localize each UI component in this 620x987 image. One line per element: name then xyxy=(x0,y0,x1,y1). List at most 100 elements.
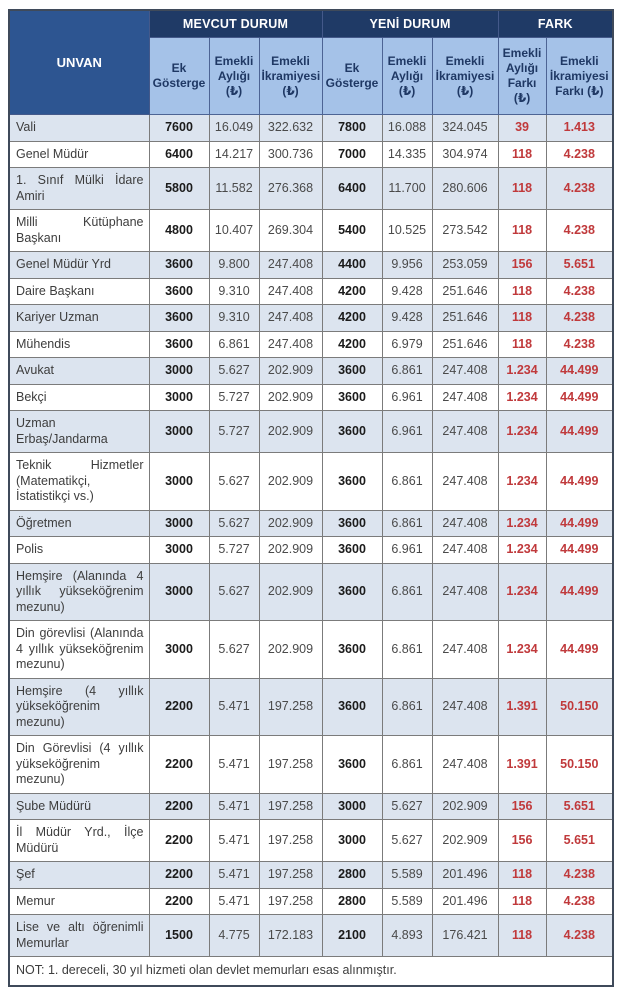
mevcut-emekli-ikramiyesi-cell: 247.408 xyxy=(258,330,323,358)
yeni-emekli-ikramiyesi-cell: 251.646 xyxy=(431,277,499,305)
yeni-ek-gosterge-cell: 3000 xyxy=(321,819,383,862)
unvan-cell: Avukat xyxy=(8,357,150,385)
table-row: Teknik Hizmetler (Matematikçi, İstatisti… xyxy=(8,452,614,511)
mevcut-emekli-ikramiyesi-cell: 202.909 xyxy=(258,357,323,385)
mevcut-emekli-ikramiyesi-cell: 269.304 xyxy=(258,209,323,252)
fark-emekli-ayligi-cell: 156 xyxy=(497,251,547,279)
mevcut-ek-gosterge-cell: 3600 xyxy=(148,277,210,305)
yeni-emekli-ikramiyesi-cell: 247.408 xyxy=(431,536,499,564)
fark-emekli-ayligi-cell: 156 xyxy=(497,792,547,820)
mevcut-ek-gosterge-cell: 3000 xyxy=(148,357,210,385)
yeni-emekli-ikramiyesi-cell: 202.909 xyxy=(431,819,499,862)
unvan-cell: İl Müdür Yrd., İlçe Müdürü xyxy=(8,819,150,862)
unvan-cell: Öğretmen xyxy=(8,509,150,537)
table-row: Bekçi 3000 5.727 202.909 3600 6.961 247.408 1.2… xyxy=(8,383,614,411)
yeni-emekli-ikramiyesi-cell: 201.496 xyxy=(431,861,499,889)
mevcut-ek-gosterge-cell: 3000 xyxy=(148,509,210,537)
fark-emekli-ayligi-cell: 1.234 xyxy=(497,562,547,621)
mevcut-ek-gosterge-cell: 2200 xyxy=(148,792,210,820)
mevcut-emekli-ayligi-cell: 4.775 xyxy=(208,914,260,957)
table-row: Din Görevlisi (4 yıllık yükseköğrenim me… xyxy=(8,735,614,794)
mevcut-emekli-ikramiyesi-cell: 247.408 xyxy=(258,304,323,332)
mevcut-emekli-ayligi-cell: 9.310 xyxy=(208,304,260,332)
fark-emekli-ayligi-cell: 1.234 xyxy=(497,620,547,679)
mevcut-emekli-ikramiyesi-cell: 202.909 xyxy=(258,383,323,411)
table-footer: NOT: 1. dereceli, 30 yıl hizmeti olan de… xyxy=(8,956,614,986)
fark-emekli-ayligi-cell: 118 xyxy=(497,140,547,168)
yeni-ek-gosterge-cell: 6400 xyxy=(321,167,383,210)
mevcut-emekli-ayligi-cell: 10.407 xyxy=(208,209,260,252)
table-row: Hemşire (4 yıllık yükseköğrenim mezunu) 2… xyxy=(8,677,614,736)
fark-emekli-ayligi-cell: 118 xyxy=(497,277,547,305)
table-row: Öğretmen 3000 5.627 202.909 3600 6.861 247.408… xyxy=(8,509,614,537)
fark-emekli-ayligi-cell: 118 xyxy=(497,330,547,358)
mevcut-ek-gosterge-cell: 3600 xyxy=(148,330,210,358)
fark-emekli-ikramiyesi-cell: 44.499 xyxy=(545,562,614,621)
salary-comparison-table: UNVAN MEVCUT DURUM YENİ DURUM FARK Ek Gö… xyxy=(8,9,615,987)
mevcut-emekli-ikramiyesi-cell: 300.736 xyxy=(258,140,323,168)
yeni-ek-gosterge-cell: 3600 xyxy=(321,562,383,621)
group-header-row: UNVAN MEVCUT DURUM YENİ DURUM FARK xyxy=(8,9,614,115)
sub-header-row: Ek Gösterge Emekli Aylığı (₺) Emekli İkr… xyxy=(9,37,614,115)
yeni-emekli-ayligi-cell: 9.428 xyxy=(381,304,433,332)
yeni-emekli-ikramiyesi-cell: 247.408 xyxy=(431,357,499,385)
yeni-emekli-ikramiyesi-cell: 251.646 xyxy=(431,330,499,358)
column-header-mevcut-emekli-ayligi: Emekli Aylığı (₺) xyxy=(208,37,260,115)
fark-emekli-ikramiyesi-cell: 4.238 xyxy=(545,914,614,957)
fark-emekli-ayligi-cell: 1.234 xyxy=(497,509,547,537)
yeni-emekli-ikramiyesi-cell: 247.408 xyxy=(431,735,499,794)
yeni-ek-gosterge-cell: 3600 xyxy=(321,383,383,411)
mevcut-ek-gosterge-cell: 2200 xyxy=(148,861,210,889)
mevcut-emekli-ayligi-cell: 5.471 xyxy=(208,887,260,915)
mevcut-emekli-ikramiyesi-cell: 197.258 xyxy=(258,792,323,820)
yeni-ek-gosterge-cell: 3600 xyxy=(321,677,383,736)
mevcut-emekli-ikramiyesi-cell: 197.258 xyxy=(258,887,323,915)
mevcut-emekli-ayligi-cell: 5.627 xyxy=(208,452,260,511)
yeni-emekli-ayligi-cell: 6.861 xyxy=(381,735,433,794)
unvan-cell: Genel Müdür Yrd xyxy=(8,251,150,279)
fark-emekli-ikramiyesi-cell: 4.238 xyxy=(545,277,614,305)
yeni-emekli-ikramiyesi-cell: 201.496 xyxy=(431,887,499,915)
mevcut-emekli-ikramiyesi-cell: 197.258 xyxy=(258,861,323,889)
mevcut-emekli-ikramiyesi-cell: 197.258 xyxy=(258,735,323,794)
mevcut-emekli-ayligi-cell: 9.800 xyxy=(208,251,260,279)
yeni-ek-gosterge-cell: 2100 xyxy=(321,914,383,957)
mevcut-emekli-ayligi-cell: 5.627 xyxy=(208,620,260,679)
column-header-fark-emekli-ayligi: Emekli Aylığı Farkı (₺) xyxy=(497,37,547,115)
group-header-fark: FARK xyxy=(497,9,614,38)
fark-emekli-ayligi-cell: 39 xyxy=(497,114,547,142)
yeni-ek-gosterge-cell: 3600 xyxy=(321,509,383,537)
mevcut-emekli-ikramiyesi-cell: 202.909 xyxy=(258,620,323,679)
table-row: Daire Başkanı 3600 9.310 247.408 4200 9.428 25… xyxy=(8,277,614,305)
yeni-ek-gosterge-cell: 3600 xyxy=(321,735,383,794)
fark-emekli-ikramiyesi-cell: 4.238 xyxy=(545,304,614,332)
mevcut-emekli-ikramiyesi-cell: 322.632 xyxy=(258,114,323,142)
table-row: Mühendis 3600 6.861 247.408 4200 6.979 251.646… xyxy=(8,330,614,358)
fark-emekli-ikramiyesi-cell: 4.238 xyxy=(545,887,614,915)
mevcut-emekli-ayligi-cell: 5.727 xyxy=(208,383,260,411)
mevcut-ek-gosterge-cell: 4800 xyxy=(148,209,210,252)
yeni-emekli-ayligi-cell: 5.589 xyxy=(381,887,433,915)
yeni-emekli-ayligi-cell: 5.589 xyxy=(381,861,433,889)
fark-emekli-ayligi-cell: 118 xyxy=(497,209,547,252)
yeni-emekli-ayligi-cell: 9.428 xyxy=(381,277,433,305)
yeni-emekli-ikramiyesi-cell: 324.045 xyxy=(431,114,499,142)
fark-emekli-ayligi-cell: 1.391 xyxy=(497,677,547,736)
fark-emekli-ikramiyesi-cell: 4.238 xyxy=(545,861,614,889)
yeni-ek-gosterge-cell: 7000 xyxy=(321,140,383,168)
yeni-emekli-ikramiyesi-cell: 247.408 xyxy=(431,620,499,679)
unvan-cell: Milli Kütüphane Başkanı xyxy=(8,209,150,252)
fark-emekli-ikramiyesi-cell: 4.238 xyxy=(545,167,614,210)
table-row: 1. Sınıf Mülki İdare Amiri 5800 11.582 276.… xyxy=(8,167,614,210)
column-header-fark-emekli-ikramiyesi: Emekli İkramiyesi Farkı (₺) xyxy=(545,37,614,115)
mevcut-ek-gosterge-cell: 3000 xyxy=(148,452,210,511)
unvan-cell: Hemşire (4 yıllık yükseköğrenim mezunu) xyxy=(8,677,150,736)
mevcut-emekli-ikramiyesi-cell: 202.909 xyxy=(258,562,323,621)
table-row: İl Müdür Yrd., İlçe Müdürü 2200 5.471 197.2… xyxy=(8,819,614,862)
mevcut-emekli-ayligi-cell: 5.471 xyxy=(208,819,260,862)
yeni-emekli-ikramiyesi-cell: 247.408 xyxy=(431,562,499,621)
unvan-cell: Daire Başkanı xyxy=(8,277,150,305)
table-row: Memur 2200 5.471 197.258 2800 5.589 201.496 118… xyxy=(8,887,614,915)
mevcut-emekli-ikramiyesi-cell: 197.258 xyxy=(258,677,323,736)
yeni-emekli-ayligi-cell: 6.861 xyxy=(381,677,433,736)
